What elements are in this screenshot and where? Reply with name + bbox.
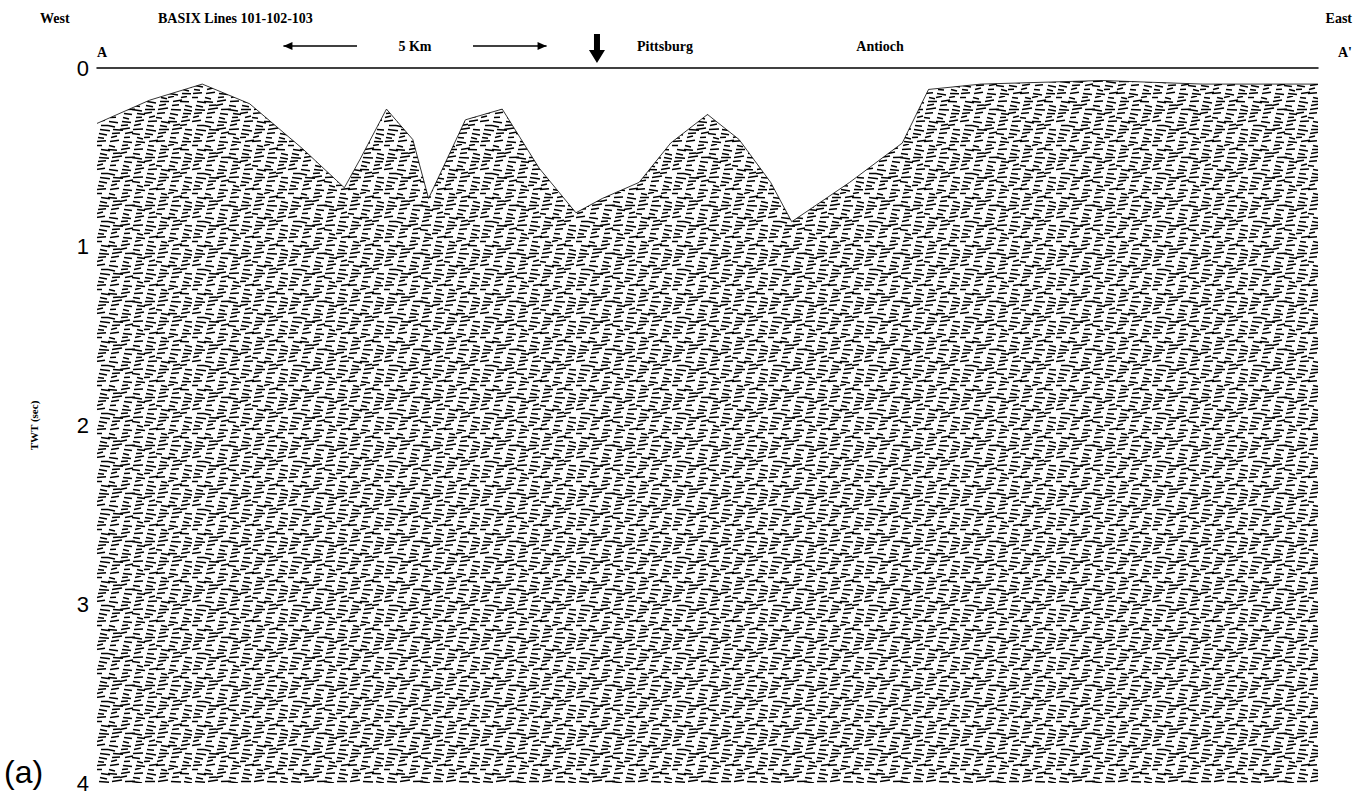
svg-text:West: West: [40, 11, 70, 26]
svg-text:A': A': [1338, 45, 1352, 60]
svg-text:1: 1: [77, 234, 89, 259]
svg-text:2: 2: [77, 413, 89, 438]
svg-text:BASIX Lines 101-102-103: BASIX Lines 101-102-103: [158, 11, 313, 26]
svg-text:Pittsburg: Pittsburg: [637, 39, 693, 54]
svg-text:3: 3: [77, 592, 89, 617]
svg-text:A: A: [97, 45, 108, 60]
svg-text:Antioch: Antioch: [856, 39, 904, 54]
svg-text:(a): (a): [4, 754, 43, 790]
svg-text:4: 4: [77, 771, 89, 796]
svg-text:East: East: [1326, 11, 1353, 26]
svg-text:0: 0: [77, 56, 89, 81]
svg-text:5 Km: 5 Km: [398, 39, 431, 54]
svg-text:TWT (sec): TWT (sec): [28, 400, 41, 450]
